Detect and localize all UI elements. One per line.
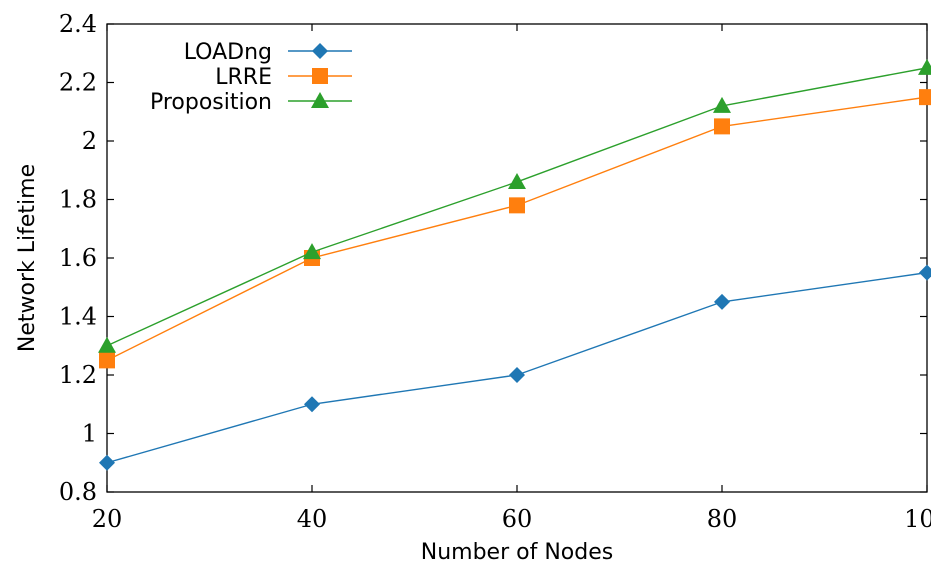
series-proposition [98, 58, 931, 353]
data-point-proposition [508, 172, 526, 189]
legend-entry-lrre: LRRE [215, 65, 352, 90]
data-point-loadng [304, 396, 320, 413]
legend-label: LOADng [184, 40, 272, 65]
legend-label: Proposition [150, 90, 272, 115]
legend-marker [312, 68, 328, 84]
legend-marker [312, 43, 328, 59]
data-point-loadng [99, 454, 115, 471]
y-axis-title: Network Lifetime [15, 164, 40, 352]
data-point-loadng [714, 293, 730, 310]
y-tick-label: 2.2 [59, 69, 97, 97]
data-point-loadng [509, 367, 525, 383]
legend-label: LRRE [215, 65, 272, 90]
legend-marker [311, 92, 329, 108]
data-point-lrre [509, 197, 525, 214]
y-tick-label: 1 [82, 420, 97, 448]
x-tick-label: 60 [502, 505, 533, 533]
x-tick-label: 40 [297, 505, 328, 533]
data-point-loadng [919, 264, 931, 281]
series-loadng [99, 264, 931, 471]
data-point-proposition [713, 96, 731, 113]
data-point-proposition [303, 243, 321, 260]
data-point-lrre [99, 352, 115, 369]
data-point-lrre [714, 118, 730, 135]
axes: 20 40 60 80 100 0.8 1 1.2 1.4 1.6 1.8 2 2.2 2.4 [59, 10, 931, 533]
x-axis-title: Number of Nodes [421, 540, 613, 565]
y-tick-label: 2 [82, 127, 97, 155]
x-tick-label: 80 [707, 505, 738, 533]
data-point-lrre [919, 89, 931, 106]
data-point-proposition [98, 336, 116, 353]
data-point-proposition [918, 58, 931, 75]
y-tick-label: 2.4 [59, 10, 97, 38]
x-tick-label: 20 [92, 505, 123, 533]
y-tick-label: 1.2 [59, 361, 97, 389]
y-tick-label: 1.8 [59, 186, 97, 214]
y-tick-label: 1.4 [59, 303, 97, 331]
series-line-lrre [106, 96, 928, 362]
y-tick-label: 1.6 [59, 244, 97, 272]
x-tick-label: 100 [904, 505, 931, 533]
legend-entry-proposition: Proposition [150, 90, 352, 115]
y-tick-label: 0.8 [59, 478, 97, 506]
legend-entry-loadng: LOADng [184, 40, 352, 65]
series-lrre [99, 89, 931, 369]
series-layer [98, 58, 931, 471]
